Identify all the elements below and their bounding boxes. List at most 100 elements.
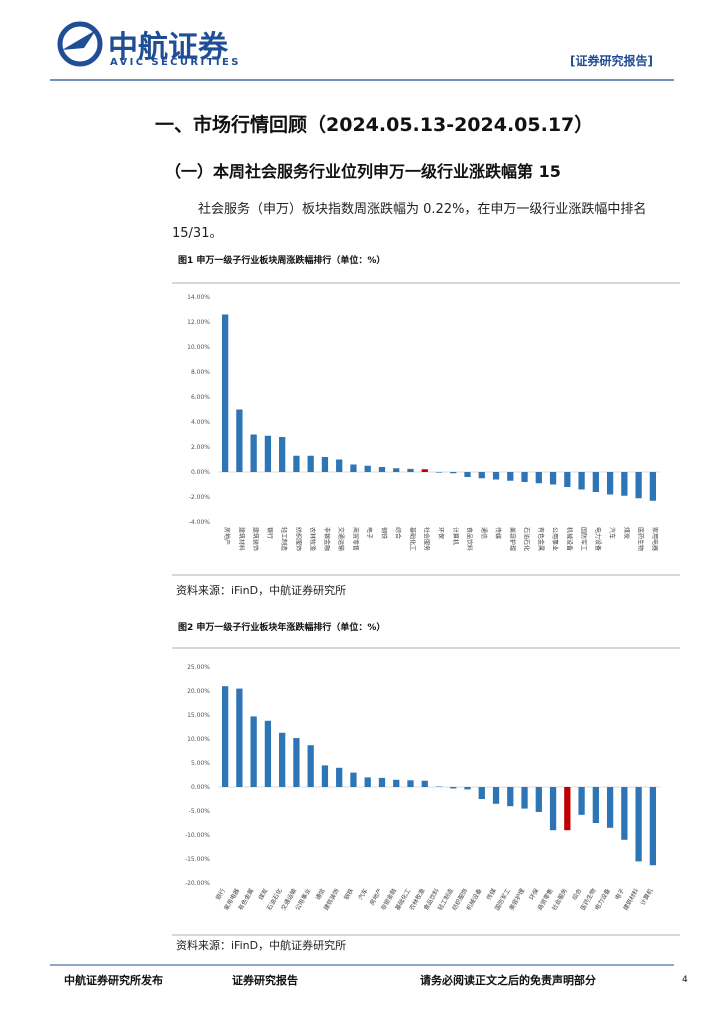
bar: [549, 787, 557, 831]
bar: [336, 767, 343, 787]
x-tick-label: 公用事业: [551, 527, 559, 551]
bar: [378, 467, 386, 472]
x-tick-label: 轻工制造: [280, 527, 288, 551]
y-tick-label: 12.00%: [187, 319, 210, 326]
x-tick-label: 商贸零售: [351, 527, 359, 551]
bar: [535, 787, 542, 812]
logo-en: AVIC SECURITIES: [110, 57, 241, 68]
bar: [464, 787, 471, 790]
bar: [293, 455, 300, 472]
x-tick-label: 基础化工: [408, 527, 416, 551]
bar: [350, 772, 357, 787]
bar: [635, 472, 642, 499]
bar: [236, 409, 243, 472]
bar: [321, 457, 329, 472]
page-number: 4: [682, 975, 688, 985]
y-tick-label: 6.00%: [191, 394, 210, 401]
x-tick-label: 煤炭: [257, 887, 270, 901]
bar: [264, 435, 272, 472]
y-tick-label: 4.00%: [191, 419, 210, 426]
bar: [293, 738, 300, 787]
chart-title: 图2 申万一级子行业板块年涨跌幅排行（单位：%）: [178, 621, 385, 633]
x-tick-label: 房地产: [223, 527, 231, 545]
x-tick-label: 电子: [366, 527, 374, 539]
x-tick-label: 美容护理: [508, 527, 516, 551]
x-tick-label: 机械设备: [565, 527, 573, 551]
x-tick-label: 建筑装饰: [252, 527, 260, 551]
y-tick-label: 10.00%: [187, 344, 210, 351]
bar: [364, 465, 371, 472]
bar: [492, 787, 500, 804]
x-tick-label: 钢铁: [380, 527, 388, 539]
y-tick-label: 10.00%: [187, 736, 210, 743]
bar: [621, 472, 628, 496]
section-heading: 一、市场行情回顾（2024.05.13-2024.05.17）: [155, 114, 594, 136]
x-tick-label: 计算机: [451, 527, 459, 545]
x-tick-label: 家用电器: [651, 527, 659, 551]
y-tick-label: 0.00%: [191, 784, 210, 791]
bar: [264, 720, 272, 787]
bar: [535, 472, 542, 484]
y-tick-label: -20.00%: [185, 880, 210, 887]
bar: [407, 780, 414, 787]
bar: [407, 468, 414, 472]
bar: [478, 472, 485, 479]
x-tick-label: 通信: [480, 527, 488, 539]
x-tick-label: 纺织服饰: [294, 527, 302, 551]
bar: [578, 472, 585, 490]
bar: [321, 765, 329, 787]
bar: [649, 787, 657, 866]
subheading: （一）本周社会服务行业位列申万一级行业涨跌幅第 15: [165, 162, 561, 181]
footer-middle: 证券研究报告: [232, 974, 298, 987]
bar: [393, 468, 400, 472]
x-tick-label: 电子: [613, 887, 626, 901]
y-tick-label: 2.00%: [191, 444, 210, 451]
x-tick-label: 汽车: [357, 887, 370, 901]
bar: [592, 472, 599, 492]
x-tick-label: 社会服务: [423, 527, 431, 551]
bar: [378, 777, 386, 787]
bar: [336, 459, 343, 472]
bar: [221, 686, 229, 787]
bar: [421, 469, 428, 472]
y-tick-label: 20.00%: [187, 688, 210, 695]
bar: [649, 472, 657, 501]
bar: [464, 472, 471, 477]
x-tick-label: 电力设备: [594, 527, 602, 551]
x-tick-label: 建筑材料: [237, 527, 245, 551]
x-tick-label: 综合: [394, 527, 402, 539]
bar: [450, 787, 457, 789]
source-note: 资料来源：iFinD，中航证券研究所: [176, 584, 347, 597]
bar: [606, 787, 614, 828]
y-tick-label: 25.00%: [187, 664, 210, 671]
x-tick-label: 银行: [266, 527, 274, 539]
y-tick-label: 0.00%: [191, 469, 210, 476]
footer-right: 请务必阅读正文之后的免责声明部分: [420, 974, 596, 987]
bar: [621, 787, 628, 840]
bar: [279, 437, 286, 472]
bar: [635, 787, 642, 862]
y-tick-label: -10.00%: [185, 832, 210, 839]
bar: [578, 787, 585, 815]
bar: [307, 455, 314, 472]
x-tick-label: 传媒: [494, 527, 502, 539]
bar: [450, 472, 457, 474]
bar: [507, 787, 514, 807]
x-tick-label: 环保: [528, 887, 541, 901]
bar: [364, 777, 371, 787]
x-tick-label: 传媒: [485, 887, 498, 901]
bar: [221, 314, 229, 472]
bar: [350, 464, 357, 472]
y-tick-label: -2.00%: [189, 494, 211, 501]
bar: [564, 472, 571, 487]
bar: [564, 787, 571, 831]
x-tick-label: 房地产: [368, 887, 384, 907]
chart-title: 图1 申万一级子行业板块周涨跌幅排行（单位：%）: [178, 254, 385, 266]
paragraph: 社会服务（申万）板块指数周涨跌幅为 0.22%，在申万一级行业涨跌幅中排名 15…: [172, 202, 647, 241]
bar: [279, 732, 286, 787]
report-tag: [证券研究报告]: [570, 54, 653, 68]
bar: [236, 688, 243, 787]
y-tick-label: 5.00%: [191, 760, 210, 767]
x-tick-label: 交通运输: [337, 527, 345, 551]
